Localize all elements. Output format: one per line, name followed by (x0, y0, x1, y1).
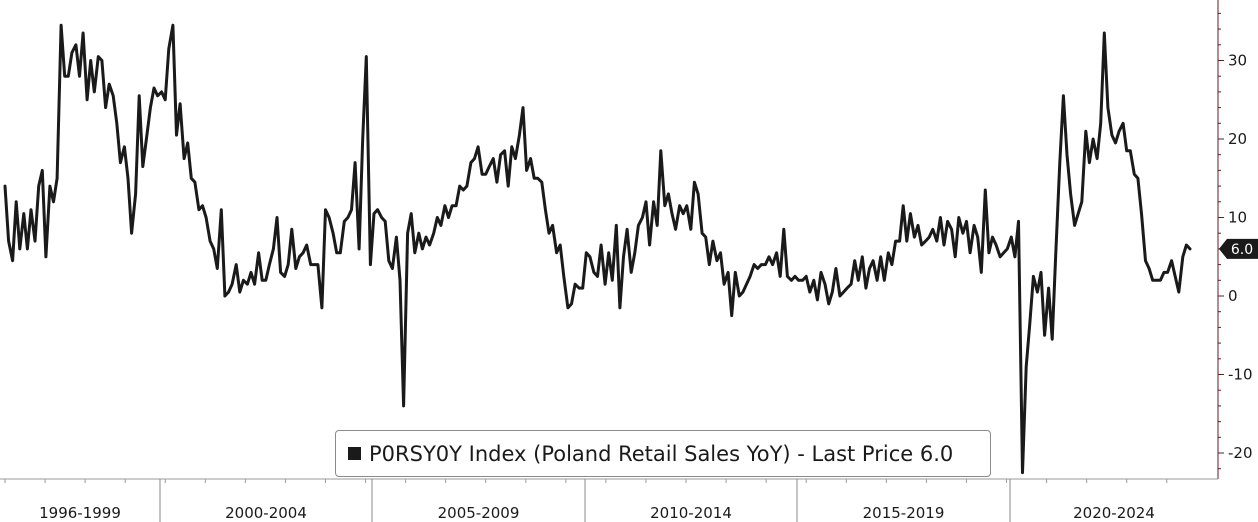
last-price-label: 6.0 (1231, 242, 1253, 258)
last-price-tag (1219, 238, 1258, 259)
legend-text: P0RSY0Y Index (Poland Retail Sales YoY) … (369, 441, 954, 466)
series-layer (3, 23, 1192, 475)
x-period-label: 1996-1999 (39, 504, 121, 522)
y-tick-label: -10 (1228, 366, 1253, 384)
y-tick-label: 30 (1228, 52, 1247, 70)
y-tick-label: 10 (1228, 209, 1247, 227)
y-tick-label: 0 (1228, 287, 1238, 305)
y-axis: -20 -10 0 10 20 30 (1217, 0, 1253, 479)
x-period-label: 2020-2024 (1073, 504, 1155, 522)
x-axis: 1996-1999 2000-2004 2005-2009 2010-2014 2015… (0, 478, 1218, 522)
legend: P0RSY0Y Index (Poland Retail Sales YoY) … (335, 430, 991, 477)
x-period-label: 2015-2019 (863, 504, 945, 522)
series-line (3, 23, 1192, 475)
y-tick-label: -20 (1228, 444, 1253, 462)
y-tick-label: 20 (1228, 130, 1247, 148)
x-period-label: 2000-2004 (225, 504, 307, 522)
last-price-marker: 6.0 (1219, 238, 1258, 259)
x-period-label: 2005-2009 (438, 504, 520, 522)
x-period-label: 2010-2014 (650, 504, 732, 522)
legend-swatch (348, 447, 361, 460)
